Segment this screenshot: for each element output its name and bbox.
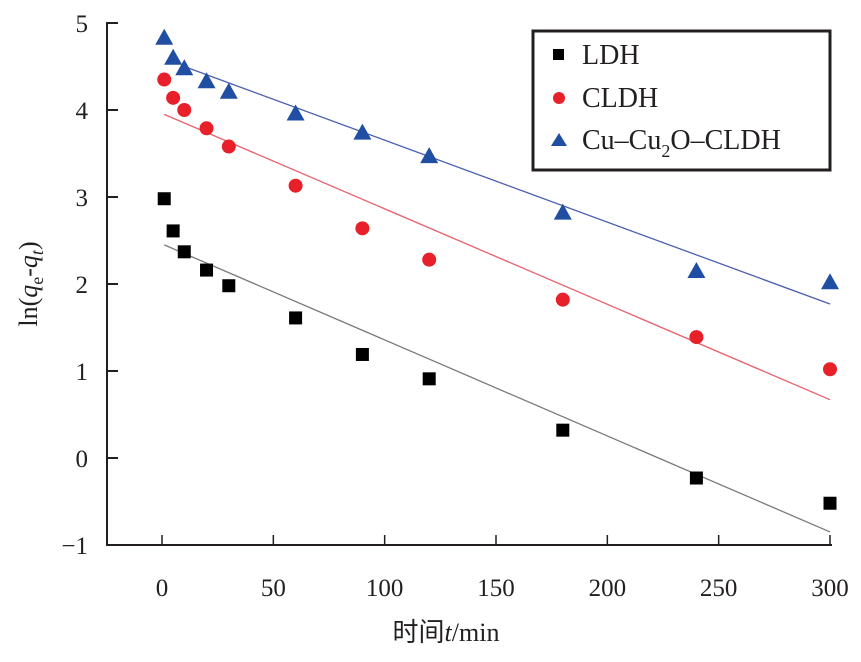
x-ticks: 0 50 100 150 200 250 300: [156, 535, 849, 602]
y-ticks: −1 0 1 2 3 4 5: [61, 11, 118, 560]
x-title-prefix: 时间: [393, 618, 445, 647]
x-tick-label: 100: [366, 575, 404, 602]
data-point-triangle: [286, 104, 305, 121]
y-tick-label: 4: [76, 98, 89, 125]
legend-label-part-a: Cu–Cu: [582, 125, 661, 156]
data-point-square: [355, 347, 369, 361]
data-point-circle: [288, 178, 303, 193]
legend-square-marker: [553, 49, 564, 60]
legend-item-cldh: CLDH: [553, 83, 658, 114]
data-point-square: [422, 372, 436, 386]
data-point-circle: [157, 72, 172, 87]
legend-label-subscript: 2: [661, 141, 670, 161]
y-tick-label: 5: [76, 11, 89, 38]
y-title-post: ): [14, 241, 43, 250]
x-tick-label: 50: [261, 575, 286, 602]
data-point-circle: [689, 330, 704, 345]
legend-box: [531, 29, 832, 172]
y-tick-label: 3: [76, 185, 89, 212]
data-point-circle: [355, 221, 370, 236]
legend-circle-marker: [553, 92, 565, 104]
data-point-triangle: [164, 48, 183, 65]
data-point-triangle: [821, 273, 839, 290]
legend-item-cu-cu2o-cldh: Cu–Cu2O–CLDH: [551, 125, 781, 161]
x-tick-label: 200: [589, 575, 627, 602]
legend: LDH CLDH Cu–Cu2O–CLDH: [531, 29, 832, 172]
data-point-circle: [166, 90, 181, 105]
data-point-triangle: [553, 203, 572, 220]
data-point-square: [289, 311, 303, 325]
legend-triangle-marker: [551, 133, 567, 146]
fit-line-square: [163, 244, 831, 533]
x-axis-title: 时间t/min: [393, 618, 500, 647]
x-tick-label: 150: [477, 575, 515, 602]
y-title-q1: q: [14, 285, 43, 298]
y-axis-title: ln(qe-qt): [14, 241, 47, 326]
data-point-square: [823, 496, 837, 510]
fit-line-circle: [163, 113, 831, 401]
legend-label-cldh: CLDH: [582, 83, 658, 114]
data-point-triangle: [420, 147, 439, 164]
data-point-square: [177, 245, 191, 259]
data-point-square: [556, 423, 570, 437]
data-point-triangle: [353, 123, 372, 140]
data-point-triangle: [197, 72, 216, 89]
fit-lines: [163, 65, 831, 533]
data-point-triangle: [219, 82, 238, 99]
legend-label-part-b: O–CLDH: [670, 125, 780, 156]
data-point-square: [166, 224, 180, 238]
data-point-square: [689, 471, 703, 485]
data-point-circle: [221, 139, 236, 154]
legend-label-cu-cu2o-cldh: Cu–Cu2O–CLDH: [582, 125, 781, 161]
data-point-circle: [555, 292, 570, 307]
data-point-triangle: [155, 28, 174, 45]
x-title-suffix: /min: [452, 618, 500, 647]
y-title-dash: -: [14, 268, 43, 277]
x-tick-label: 250: [700, 575, 738, 602]
legend-item-ldh: LDH: [553, 40, 640, 71]
fit-line-triangle: [184, 65, 831, 305]
y-tick-label: −1: [61, 533, 88, 560]
x-tick-label: 300: [811, 575, 849, 602]
data-point-circle: [823, 362, 837, 377]
plot-area: −1 0 1 2 3 4 5 0 50 100 150 200 250 300: [61, 11, 848, 602]
x-title-var: t: [445, 618, 453, 647]
data-point-circle: [422, 252, 437, 267]
data-point-square: [200, 263, 214, 277]
data-markers: [155, 28, 839, 510]
data-point-circle: [177, 103, 192, 117]
y-title-sub1: e: [27, 277, 47, 285]
legend-label-ldh: LDH: [582, 40, 640, 71]
y-tick-label: 1: [76, 359, 89, 386]
x-tick-label: 0: [156, 575, 169, 602]
y-title-sub2: t: [27, 249, 47, 255]
data-point-triangle: [687, 261, 706, 278]
y-tick-label: 2: [76, 272, 89, 299]
data-point-circle: [199, 121, 214, 136]
y-title-pre: ln(: [14, 298, 43, 327]
data-point-square: [157, 192, 171, 206]
data-point-square: [222, 279, 236, 293]
y-title-q2: q: [14, 255, 43, 268]
y-tick-label: 0: [76, 446, 89, 473]
data-point-triangle: [175, 59, 194, 76]
